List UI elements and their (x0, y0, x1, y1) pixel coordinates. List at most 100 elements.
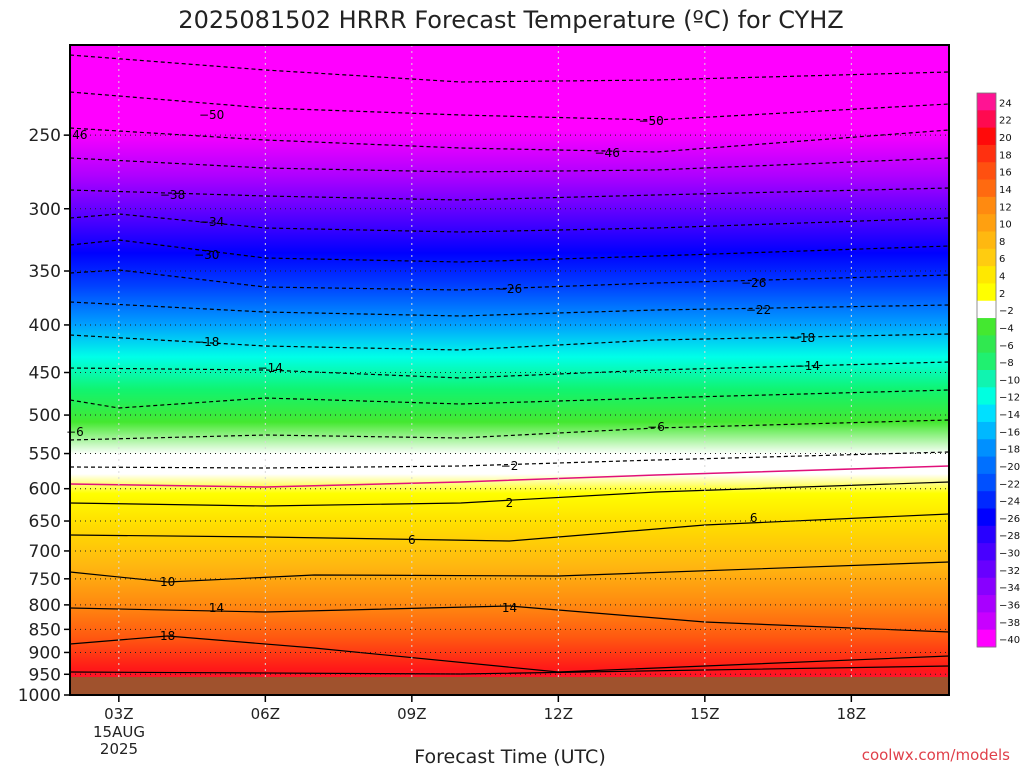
credit-text: coolwx.com/models (862, 746, 1010, 764)
x-tick-label: 09Z (397, 705, 426, 723)
contour-label: −14 (258, 361, 283, 375)
colorbar-swatch (977, 335, 996, 354)
y-tick-label: 250 (29, 126, 61, 146)
y-tick-label: 750 (29, 570, 61, 590)
y-tick-label: 550 (29, 445, 61, 465)
contour-label: −2 (501, 459, 519, 473)
colorbar-label: −12 (999, 393, 1020, 404)
y-tick-label: 300 (29, 200, 61, 220)
colorbar-label: −14 (999, 410, 1020, 421)
y-tick-label: 950 (29, 665, 61, 685)
chart-grid (70, 45, 949, 695)
colorbar-swatch (977, 508, 996, 527)
colorbar-label: −6 (999, 341, 1014, 352)
colorbar-label: 10 (999, 220, 1012, 231)
colorbar-label: −8 (999, 358, 1014, 369)
colorbar-swatch (977, 266, 996, 284)
surface-ground (70, 677, 949, 695)
y-tick-label: 700 (29, 542, 61, 562)
colorbar-label: 22 (999, 116, 1012, 127)
x-date-label-day: 15AUG (93, 723, 145, 741)
colorbar-swatch (977, 543, 996, 561)
colorbar-swatch (977, 629, 996, 648)
colorbar-swatch (977, 214, 996, 232)
y-tick-label: 450 (29, 364, 61, 384)
colorbar-label: 4 (999, 272, 1005, 283)
colorbar-swatch (977, 491, 996, 509)
colorbar-label: 20 (999, 133, 1012, 144)
contour-line (70, 513, 949, 542)
temperature-contours (70, 54, 949, 675)
colorbar-swatch (977, 283, 996, 302)
contour-label: −14 (795, 359, 820, 373)
contour-line (70, 605, 949, 633)
colorbar-swatch (977, 370, 996, 388)
colorbar-swatch (977, 473, 996, 492)
colorbar-label: 12 (999, 202, 1012, 213)
contour-line (70, 389, 949, 409)
colorbar-swatch (977, 404, 996, 423)
y-tick-label: 800 (29, 596, 61, 616)
contour-label: 14 (502, 601, 517, 615)
colorbar-label: −10 (999, 375, 1020, 386)
y-axis: 250 300 350 400 450 500 550 600 650 700 750 800 850 9… (18, 126, 70, 706)
y-tick-label: 900 (29, 643, 61, 663)
colorbar-frame (976, 92, 997, 648)
colorbar-swatch (977, 110, 996, 129)
x-tick-label: 06Z (251, 705, 280, 723)
y-tick-label: 400 (29, 316, 61, 336)
colorbar-label: −28 (999, 531, 1020, 542)
colorbar-swatch (977, 439, 996, 458)
colorbar-swatch (977, 196, 996, 215)
colorbar-swatch (977, 456, 996, 475)
y-tick-label: 850 (29, 620, 61, 640)
x-axis: 03Z 06Z 09Z 12Z 15Z 18Z (104, 695, 866, 723)
colorbar-swatch (977, 179, 996, 198)
colorbar-label: 18 (999, 150, 1012, 161)
colorbar-swatch (977, 612, 996, 631)
colorbar-swatch (977, 300, 996, 319)
colorbar-swatch (977, 93, 996, 111)
colorbar-label: −2 (999, 306, 1014, 317)
contour-label: 2 (506, 496, 514, 510)
colorbar: 24 22 20 18 16 14 12 10 8 6 4 2 −2 −4 −6 −8 −10 −12 −14 −16… (976, 92, 1020, 648)
colorbar-swatch (977, 248, 996, 267)
colorbar-swatch (977, 352, 996, 371)
colorbar-label: 14 (999, 185, 1012, 196)
contour-label: −46 (62, 128, 87, 142)
contour-label: −38 (160, 188, 185, 202)
y-tick-label: 500 (29, 406, 61, 426)
colorbar-swatch (977, 595, 996, 613)
x-tick-label: 15Z (690, 705, 719, 723)
y-tick-label: 1000 (18, 686, 61, 706)
colorbar-label: −40 (999, 635, 1020, 646)
colorbar-label: 8 (999, 237, 1005, 248)
colorbar-label: −38 (999, 618, 1020, 629)
colorbar-label: 2 (999, 289, 1005, 300)
colorbar-label: −34 (999, 583, 1020, 594)
colorbar-label: −32 (999, 566, 1020, 577)
colorbar-swatch (977, 127, 996, 146)
contour-label: −26 (741, 276, 766, 290)
x-tick-label: 12Z (544, 705, 573, 723)
colorbar-label: −22 (999, 479, 1020, 490)
x-tick-label: 03Z (104, 705, 133, 723)
contour-line (70, 635, 949, 673)
colorbar-label: −26 (999, 514, 1020, 525)
colorbar-label: −16 (999, 427, 1020, 438)
colorbar-label: −30 (999, 549, 1020, 560)
colorbar-label: −18 (999, 445, 1020, 456)
plot-frame (69, 44, 950, 696)
colorbar-swatch (977, 421, 996, 440)
contour-label: −6 (647, 420, 665, 434)
chart-title: 2025081502 HRRR Forecast Temperature (ºC… (178, 6, 843, 34)
contour-label: −30 (194, 248, 219, 262)
contour-line (70, 239, 949, 263)
contour-label: 14 (209, 601, 224, 615)
temperature-field (70, 45, 949, 695)
contour-label: 6 (408, 533, 416, 547)
y-tick-label: 650 (29, 512, 61, 532)
x-date-label-year: 2025 (100, 740, 138, 758)
contour-label: −46 (595, 146, 620, 160)
colorbar-label: −4 (999, 323, 1014, 334)
